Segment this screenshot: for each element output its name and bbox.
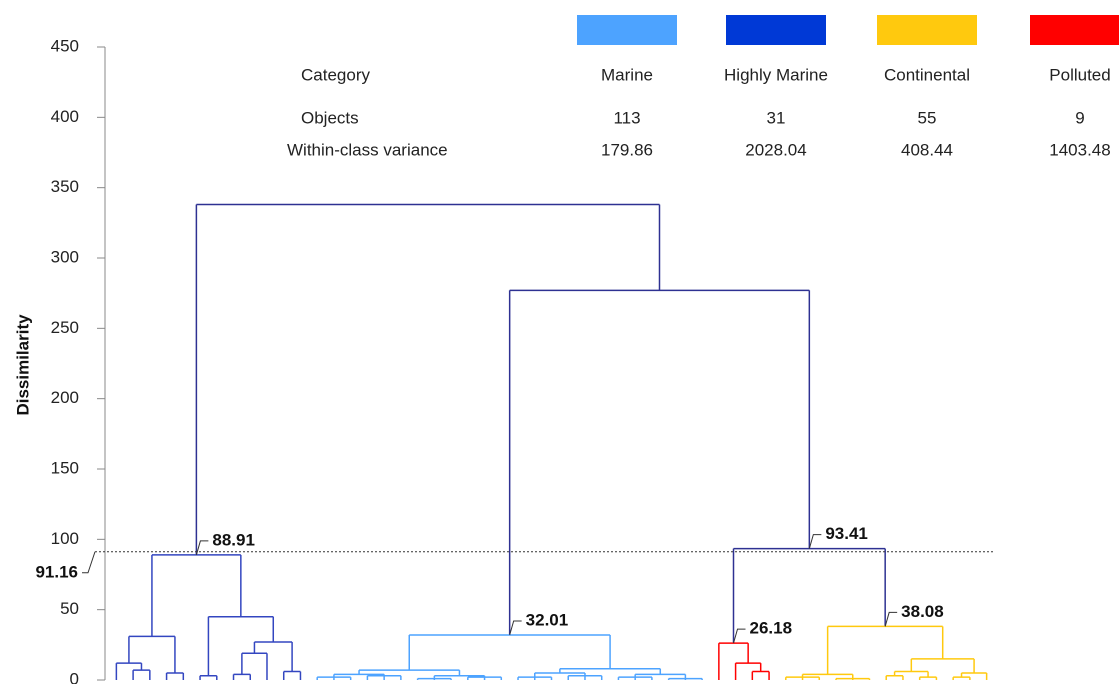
table-cell: 408.44: [901, 140, 953, 159]
legend-swatch: [726, 15, 826, 45]
leader: [195, 540, 209, 556]
node-label: 93.41: [825, 524, 868, 543]
y-tick-label: 400: [51, 107, 79, 126]
y-tick-label: 50: [60, 599, 79, 618]
node-label: 88.91: [212, 530, 255, 549]
table-cell: 2028.04: [745, 140, 806, 159]
table-cell: 55: [918, 108, 937, 127]
table-cell: 113: [613, 108, 640, 127]
leader: [884, 611, 898, 627]
leader: [808, 534, 822, 549]
node-label: 26.18: [750, 619, 793, 638]
table-row-label: Objects: [301, 108, 359, 127]
legend-label: Continental: [884, 65, 970, 84]
y-tick-label: 300: [51, 247, 79, 266]
cut-label: 91.16: [35, 562, 78, 581]
y-tick-label: 100: [51, 529, 79, 548]
leader: [509, 620, 522, 636]
table-row-label: Within-class variance: [287, 140, 448, 159]
table-cell: 179.86: [601, 140, 653, 159]
y-axis-label: Dissimilarity: [13, 314, 32, 416]
y-tick-label: 200: [51, 388, 79, 407]
table-cell: 9: [1075, 108, 1084, 127]
node-label: 38.08: [901, 602, 944, 621]
legend-label: Highly Marine: [724, 65, 828, 84]
legend-label: Marine: [601, 65, 653, 84]
y-tick-label: 450: [51, 36, 79, 55]
legend-swatch: [877, 15, 977, 45]
table-cell: 31: [767, 108, 786, 127]
legend-swatch: [577, 15, 677, 45]
leader: [82, 551, 96, 574]
y-tick-label: 150: [51, 458, 79, 477]
legend-swatch: [1030, 15, 1119, 45]
node-label: 32.01: [526, 610, 569, 629]
leader: [733, 628, 746, 644]
y-tick-label: 0: [70, 669, 79, 684]
y-tick-label: 350: [51, 177, 79, 196]
table-cell: 1403.48: [1049, 140, 1110, 159]
table-header: Category: [301, 65, 370, 84]
legend-label: Polluted: [1049, 65, 1110, 84]
y-tick-label: 250: [51, 318, 79, 337]
